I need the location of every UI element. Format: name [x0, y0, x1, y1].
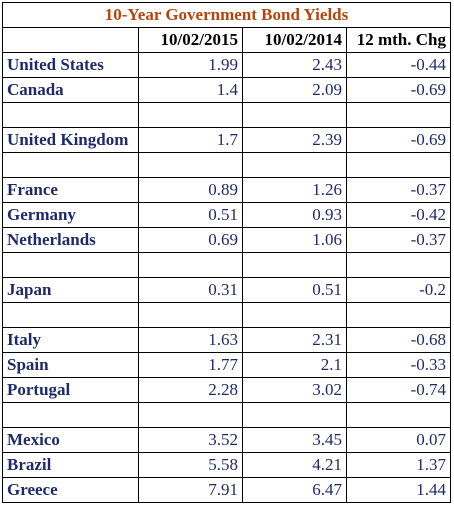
country-cell: Mexico	[2, 427, 139, 453]
yield-2015-cell: 0.51	[138, 202, 243, 228]
header-2014: 10/02/2014	[242, 27, 347, 53]
header-row: 10/02/2015 10/02/2014 12 mth. Chg	[2, 27, 451, 53]
yield-2015-cell: 7.91	[138, 477, 243, 503]
country-cell: Netherlands	[2, 227, 139, 253]
empty-cell	[346, 252, 451, 278]
yield-2015-cell: 1.77	[138, 352, 243, 378]
country-cell: Italy	[2, 327, 139, 353]
header-country	[2, 27, 139, 53]
table-row: United States 1.99 2.43 -0.44	[2, 52, 451, 78]
table-row: Germany 0.51 0.93 -0.42	[2, 202, 451, 228]
empty-cell	[346, 302, 451, 328]
change-cell: -0.37	[346, 227, 451, 253]
empty-cell	[138, 152, 243, 178]
empty-cell	[2, 402, 139, 428]
empty-cell	[138, 402, 243, 428]
yield-2014-cell: 2.09	[242, 77, 347, 103]
table-row: Brazil 5.58 4.21 1.37	[2, 452, 451, 478]
table-row: Netherlands 0.69 1.06 -0.37	[2, 227, 451, 253]
empty-cell	[242, 302, 347, 328]
empty-cell	[2, 302, 139, 328]
empty-cell	[2, 152, 139, 178]
change-cell: -0.42	[346, 202, 451, 228]
empty-cell	[346, 102, 451, 128]
country-cell: France	[2, 177, 139, 203]
change-cell: -0.37	[346, 177, 451, 203]
spacer-row	[2, 402, 451, 428]
empty-cell	[138, 252, 243, 278]
bond-yields-table: 10-Year Government Bond Yields 10/02/201…	[2, 2, 451, 503]
yield-2014-cell: 0.51	[242, 277, 347, 303]
yield-2015-cell: 0.69	[138, 227, 243, 253]
country-cell: Portugal	[2, 377, 139, 403]
yield-2014-cell: 0.93	[242, 202, 347, 228]
empty-cell	[346, 152, 451, 178]
change-cell: 1.37	[346, 452, 451, 478]
empty-cell	[138, 102, 243, 128]
change-cell: -0.69	[346, 127, 451, 153]
spacer-row	[2, 102, 451, 128]
yield-2014-cell: 4.21	[242, 452, 347, 478]
change-cell: -0.74	[346, 377, 451, 403]
header-2015: 10/02/2015	[138, 27, 243, 53]
change-cell: -0.2	[346, 277, 451, 303]
yield-2014-cell: 3.45	[242, 427, 347, 453]
yield-2014-cell: 2.1	[242, 352, 347, 378]
table-row: Canada 1.4 2.09 -0.69	[2, 77, 451, 103]
yield-2014-cell: 1.26	[242, 177, 347, 203]
country-cell: Germany	[2, 202, 139, 228]
table-row: Mexico 3.52 3.45 0.07	[2, 427, 451, 453]
yield-2014-cell: 6.47	[242, 477, 347, 503]
yield-2014-cell: 1.06	[242, 227, 347, 253]
change-cell: -0.44	[346, 52, 451, 78]
empty-cell	[242, 102, 347, 128]
empty-cell	[242, 402, 347, 428]
spacer-row	[2, 152, 451, 178]
change-cell: 1.44	[346, 477, 451, 503]
change-cell: -0.69	[346, 77, 451, 103]
yield-2015-cell: 5.58	[138, 452, 243, 478]
country-cell: United Kingdom	[2, 127, 139, 153]
header-change: 12 mth. Chg	[346, 27, 451, 53]
country-cell: United States	[2, 52, 139, 78]
table-title: 10-Year Government Bond Yields	[2, 2, 451, 28]
empty-cell	[138, 302, 243, 328]
empty-cell	[2, 252, 139, 278]
change-cell: -0.33	[346, 352, 451, 378]
yield-2015-cell: 1.7	[138, 127, 243, 153]
yield-2015-cell: 0.31	[138, 277, 243, 303]
bond-yields-table-container: 10-Year Government Bond Yields 10/02/201…	[2, 2, 451, 503]
spacer-row	[2, 252, 451, 278]
country-cell: Greece	[2, 477, 139, 503]
yield-2015-cell: 1.4	[138, 77, 243, 103]
yield-2014-cell: 2.31	[242, 327, 347, 353]
country-cell: Japan	[2, 277, 139, 303]
yield-2015-cell: 2.28	[138, 377, 243, 403]
table-row: Spain 1.77 2.1 -0.33	[2, 352, 451, 378]
empty-cell	[242, 252, 347, 278]
change-cell: 0.07	[346, 427, 451, 453]
spacer-row	[2, 302, 451, 328]
table-row: Greece 7.91 6.47 1.44	[2, 477, 451, 503]
table-row: Portugal 2.28 3.02 -0.74	[2, 377, 451, 403]
country-cell: Canada	[2, 77, 139, 103]
yield-2015-cell: 3.52	[138, 427, 243, 453]
yield-2015-cell: 0.89	[138, 177, 243, 203]
table-row: Italy 1.63 2.31 -0.68	[2, 327, 451, 353]
country-cell: Brazil	[2, 452, 139, 478]
yield-2014-cell: 3.02	[242, 377, 347, 403]
empty-cell	[346, 402, 451, 428]
change-cell: -0.68	[346, 327, 451, 353]
empty-cell	[2, 102, 139, 128]
yield-2015-cell: 1.63	[138, 327, 243, 353]
table-row: United Kingdom 1.7 2.39 -0.69	[2, 127, 451, 153]
table-row: France 0.89 1.26 -0.37	[2, 177, 451, 203]
table-row: Japan 0.31 0.51 -0.2	[2, 277, 451, 303]
empty-cell	[242, 152, 347, 178]
yield-2014-cell: 2.43	[242, 52, 347, 78]
country-cell: Spain	[2, 352, 139, 378]
yield-2014-cell: 2.39	[242, 127, 347, 153]
yield-2015-cell: 1.99	[138, 52, 243, 78]
